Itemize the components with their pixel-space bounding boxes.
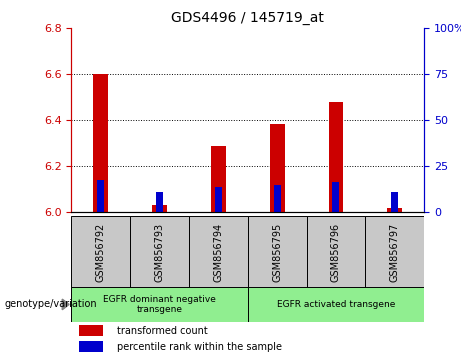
Bar xyxy=(274,185,281,212)
Text: GSM856796: GSM856796 xyxy=(331,223,341,282)
Bar xyxy=(307,216,366,289)
Bar xyxy=(78,341,103,353)
Bar xyxy=(332,183,339,212)
Bar xyxy=(71,287,248,322)
Bar xyxy=(78,325,103,336)
Bar xyxy=(215,187,222,212)
Bar xyxy=(189,216,248,289)
Bar xyxy=(130,216,189,289)
Text: GSM856792: GSM856792 xyxy=(96,223,106,282)
Text: percentile rank within the sample: percentile rank within the sample xyxy=(117,342,282,352)
Bar xyxy=(248,216,307,289)
Bar xyxy=(156,192,163,212)
Bar xyxy=(71,216,130,289)
Text: GSM856797: GSM856797 xyxy=(390,223,400,282)
Text: transformed count: transformed count xyxy=(117,326,208,336)
Text: EGFR dominant negative
transgene: EGFR dominant negative transgene xyxy=(103,295,216,314)
Bar xyxy=(391,192,398,212)
Bar xyxy=(366,216,424,289)
Bar xyxy=(329,102,343,212)
Bar xyxy=(387,208,402,212)
Bar xyxy=(248,287,424,322)
Bar xyxy=(270,124,284,212)
Bar xyxy=(94,74,108,212)
Title: GDS4496 / 145719_at: GDS4496 / 145719_at xyxy=(171,11,324,24)
Text: genotype/variation: genotype/variation xyxy=(5,299,97,309)
Text: GSM856795: GSM856795 xyxy=(272,223,282,282)
Text: GSM856794: GSM856794 xyxy=(213,223,224,282)
Bar xyxy=(97,180,104,212)
Bar xyxy=(211,146,226,212)
Text: GSM856793: GSM856793 xyxy=(154,223,165,282)
Bar xyxy=(152,206,167,212)
Text: EGFR activated transgene: EGFR activated transgene xyxy=(277,300,395,309)
